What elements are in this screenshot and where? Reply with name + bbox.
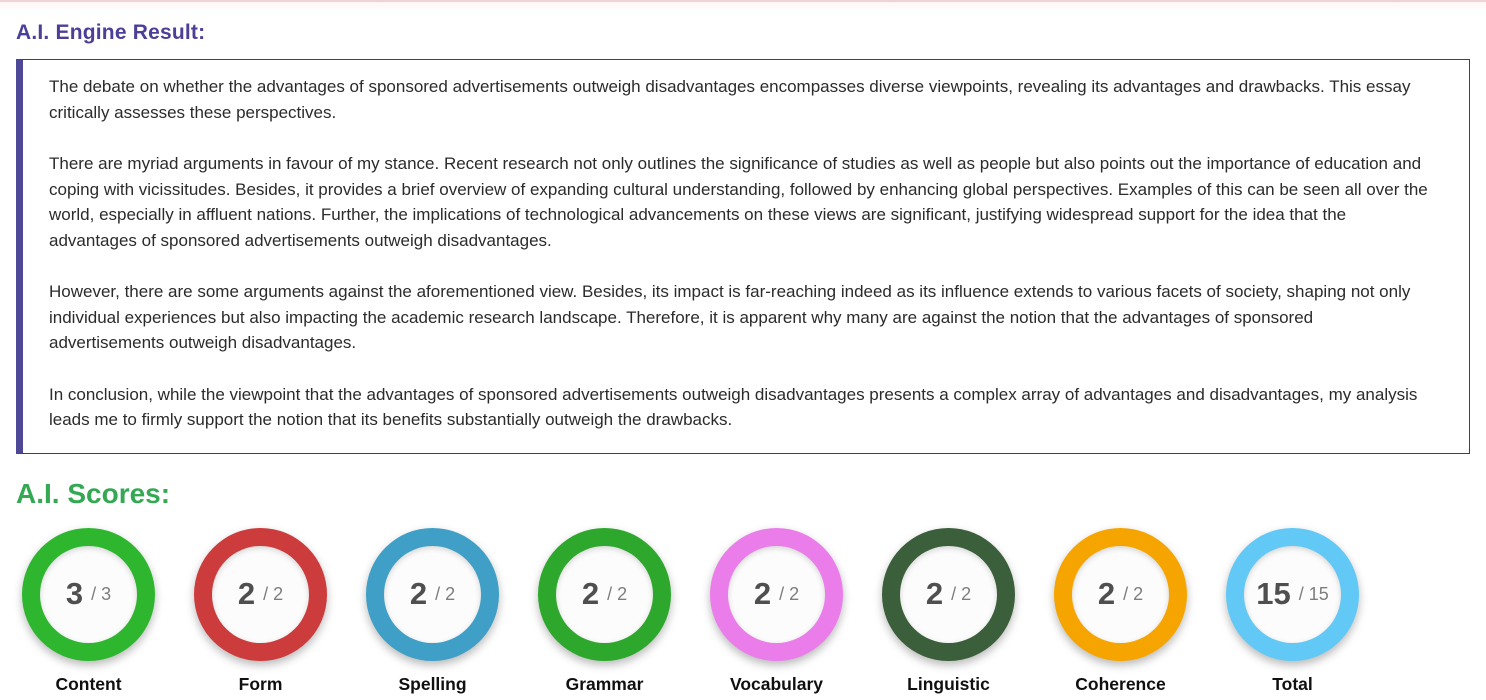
score-value: 15 [1256, 576, 1291, 611]
score-badges-row: 3 / 3 Content 2 / 2 Form 2 / 2 Spelling 2 / 2 G… [22, 527, 1470, 695]
score-circle: 2 / 2 [728, 545, 825, 643]
score-badge-coherence: 2 / 2 Coherence [1054, 527, 1187, 695]
score-label: Spelling [398, 673, 467, 694]
score-ring: 2 / 2 [710, 527, 843, 661]
score-max: / 2 [430, 583, 456, 604]
score-circle: 2 / 2 [384, 545, 481, 643]
essay-paragraph: There are myriad arguments in favour of … [49, 154, 1428, 250]
score-max: / 15 [1293, 583, 1329, 604]
score-badge-spelling: 2 / 2 Spelling [366, 527, 499, 695]
score-label: Content [55, 673, 122, 694]
score-value: 2 [925, 576, 944, 611]
score-circle: 2 / 2 [212, 545, 309, 643]
score-ring: 3 / 3 [22, 527, 155, 661]
score-badge-grammar: 2 / 2 Grammar [538, 527, 671, 695]
score-badge-form: 2 / 2 Form [194, 527, 327, 695]
score-max: / 2 [602, 583, 628, 604]
score-value: 2 [1097, 576, 1116, 611]
score-value: 2 [753, 576, 772, 611]
score-ring: 2 / 2 [538, 527, 671, 661]
score-max: / 2 [1118, 583, 1144, 604]
ai-scores-heading: A.I. Scores: [16, 477, 171, 509]
score-ring: 2 / 2 [1054, 527, 1187, 661]
essay-paragraph: In conclusion, while the viewpoint that … [49, 384, 1418, 430]
score-circle: 3 / 3 [40, 545, 137, 643]
top-accent-strip [0, 0, 1486, 12]
score-ring: 2 / 2 [194, 527, 327, 661]
score-ring: 2 / 2 [882, 527, 1015, 661]
score-max: / 3 [86, 583, 112, 604]
essay-paragraph: The debate on whether the advantages of … [49, 77, 1411, 122]
score-max: / 2 [946, 583, 972, 604]
score-ring: 15 / 15 [1226, 527, 1359, 661]
score-circle: 2 / 2 [1072, 545, 1169, 643]
score-label: Coherence [1075, 673, 1166, 694]
score-value: 2 [409, 576, 428, 611]
score-max: / 2 [774, 583, 800, 604]
score-label: Vocabulary [729, 673, 824, 694]
score-value: 2 [581, 576, 600, 611]
score-badge-linguistic: 2 / 2 Linguistic [882, 527, 1015, 695]
score-label: Form [238, 673, 283, 694]
score-label: Grammar [565, 673, 644, 694]
essay-paragraph: However, there are some arguments agains… [49, 282, 1411, 352]
page: A.I. Engine Result: The debate on whethe… [0, 21, 1486, 695]
ai-engine-result-heading: A.I. Engine Result: [16, 21, 206, 44]
score-circle: 2 / 2 [900, 545, 997, 643]
essay-result-box: The debate on whether the advantages of … [16, 59, 1470, 454]
score-value: 3 [65, 576, 84, 611]
score-label: Linguistic [907, 673, 990, 694]
score-badge-total: 15 / 15 Total [1226, 527, 1359, 695]
score-max: / 2 [258, 583, 284, 604]
score-circle: 2 / 2 [556, 545, 653, 643]
score-label: Total [1272, 673, 1313, 694]
score-badge-content: 3 / 3 Content [22, 527, 155, 695]
score-circle: 15 / 15 [1244, 545, 1341, 643]
score-value: 2 [237, 576, 256, 611]
score-badge-vocabulary: 2 / 2 Vocabulary [710, 527, 843, 695]
score-ring: 2 / 2 [366, 527, 499, 661]
